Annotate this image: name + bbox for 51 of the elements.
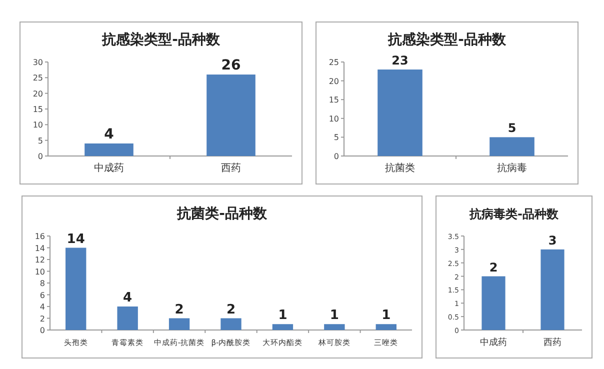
x-tick-label: 中成药 — [94, 162, 124, 174]
data-label: 5 — [508, 121, 516, 136]
data-label: 2 — [174, 302, 184, 318]
data-label: 2 — [489, 260, 498, 274]
bar — [220, 318, 242, 330]
bar — [168, 318, 190, 330]
data-label: 4 — [123, 290, 132, 306]
x-tick-label: 西药 — [221, 162, 241, 174]
y-tick-label: 4 — [40, 302, 45, 312]
y-tick-label: 0 — [38, 152, 43, 161]
data-label: 23 — [392, 54, 408, 68]
y-tick-label: 25 — [328, 58, 339, 67]
y-tick-label: 0 — [334, 152, 339, 161]
y-tick-label: 15 — [32, 105, 43, 114]
y-tick-label: 2 — [40, 314, 45, 324]
x-tick-label: 中成药 — [480, 337, 507, 348]
bar — [272, 324, 294, 330]
y-tick-label: 0 — [40, 326, 45, 335]
y-tick-label: 14 — [34, 244, 45, 253]
y-tick-label: 16 — [34, 232, 45, 241]
y-tick-label: 6 — [40, 290, 45, 300]
data-label: 26 — [221, 58, 241, 74]
data-label: 4 — [104, 126, 114, 142]
y-tick-label: 8 — [40, 279, 45, 288]
y-tick-label: 15 — [328, 96, 339, 105]
bar — [117, 306, 138, 330]
data-label: 1 — [382, 308, 391, 324]
y-tick-label: 12 — [34, 256, 45, 264]
x-tick-label: 抗菌类 — [385, 162, 415, 174]
y-tick-label: 10 — [328, 114, 339, 124]
y-tick-label: 25 — [32, 74, 43, 83]
x-tick-label: 西药 — [544, 337, 562, 348]
bar — [376, 324, 396, 330]
chart-title: 抗菌类-品种数 — [176, 206, 268, 222]
y-tick-label: 5 — [38, 136, 43, 146]
y-tick-label: 20 — [328, 76, 339, 86]
y-tick-label: 20 — [32, 89, 43, 98]
chart-title: 抗感染类型-品种数 — [387, 31, 507, 48]
data-label: 2 — [226, 302, 236, 318]
data-label: 14 — [66, 232, 85, 247]
y-tick-label: 10 — [32, 120, 43, 130]
chart-title: 抗感染类型-品种数 — [101, 31, 221, 48]
bar — [66, 248, 86, 330]
y-tick-label: 10 — [34, 267, 45, 276]
data-label: 3 — [548, 233, 557, 248]
y-tick-label: 5 — [334, 133, 339, 142]
x-tick-label: 抗病毒 — [497, 162, 527, 174]
y-tick-label: 30 — [32, 58, 43, 67]
chart-title: 抗病毒类-品种数 — [468, 207, 560, 221]
bar — [324, 324, 345, 330]
data-label: 1 — [278, 308, 288, 324]
